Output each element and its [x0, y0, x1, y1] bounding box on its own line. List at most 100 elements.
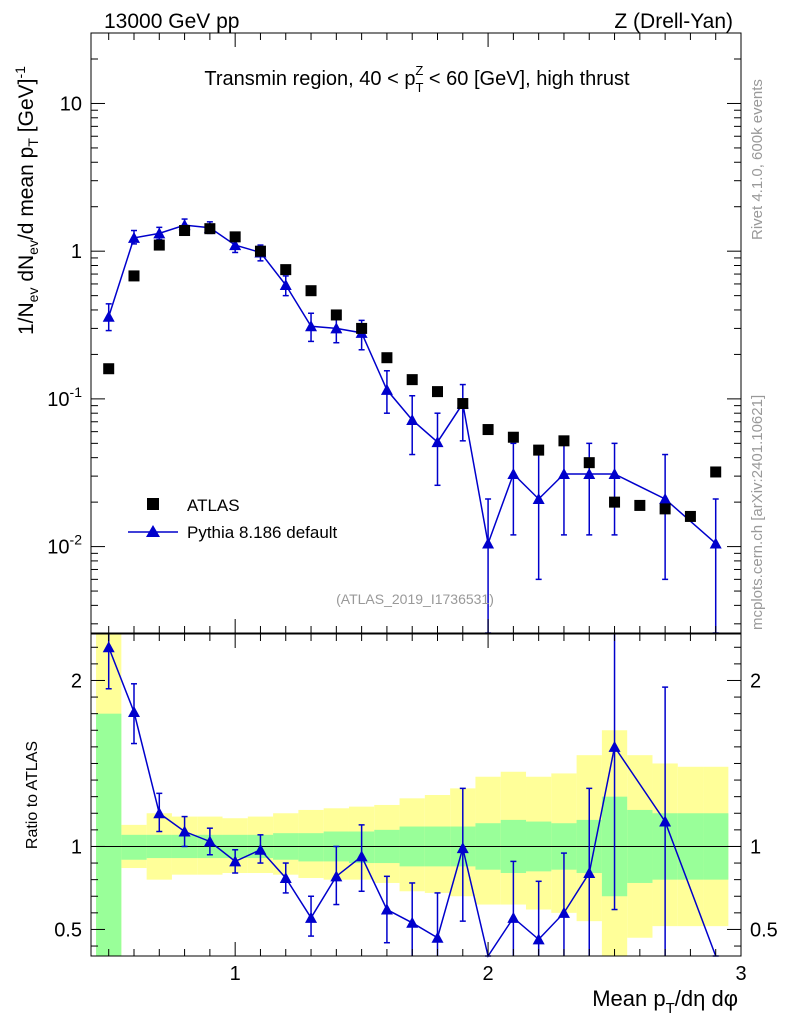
ratio-band-green — [121, 834, 147, 860]
plot-title: Transmin region, 40 < pTZ < 60 [GeV], hi… — [204, 63, 630, 95]
ratio-axis-ticks: 1 2 30.5 0.51 12 2 — [54, 634, 778, 985]
ratio-point — [203, 835, 216, 847]
atlas-point — [406, 374, 418, 386]
ratio-panel: 1 2 30.5 0.51 12 2 Ratio to ATLAS Mean pT/dη … — [24, 633, 778, 1017]
atlas-point — [128, 270, 140, 282]
mc-point — [659, 492, 672, 504]
ratio-point — [229, 855, 242, 867]
mc-point — [532, 492, 545, 504]
header-right: Z (Drell-Yan) — [614, 10, 733, 33]
rivet-label: Rivet 4.1.0, 600k events — [749, 79, 766, 240]
ratio-point — [557, 906, 570, 918]
main-ytick-label: 10 — [60, 93, 82, 115]
mc-point — [507, 468, 520, 480]
atlas-point — [103, 363, 115, 375]
atlas-point — [204, 223, 216, 235]
atlas-point — [533, 444, 545, 456]
ratio-xtick-label: 2 — [483, 963, 494, 985]
ratio-point — [178, 825, 191, 837]
main-ytick-label-base: 10 — [47, 537, 69, 559]
atlas-point — [659, 503, 671, 515]
mc-point — [127, 231, 140, 243]
atlas-point — [356, 322, 368, 334]
ratio-point — [456, 842, 469, 854]
main-ytick-label-exp: -2 — [70, 532, 83, 548]
legend-label-mc: Pythia 8.186 default — [187, 523, 338, 542]
mc-point — [583, 468, 596, 480]
legend-marker-mc — [146, 525, 160, 537]
mc-point — [380, 383, 393, 395]
main-ytick-label-base: 10 — [47, 389, 69, 411]
ratio-point — [127, 706, 140, 718]
main-ytick-label: 10-1 — [47, 384, 82, 411]
main-plot-area — [102, 218, 722, 634]
mc-series — [102, 218, 722, 634]
ratio-point — [355, 850, 368, 862]
ratio-xtick-label: 3 — [735, 963, 746, 985]
mc-point — [153, 227, 166, 239]
mc-point — [305, 320, 318, 332]
main-ylabel: 1/Nev dNev/d mean pT [GeV]-1 — [12, 66, 41, 335]
mc-point — [709, 537, 722, 549]
mc-point — [406, 413, 419, 425]
plot-title-sup: Z — [415, 63, 423, 78]
main-ytick-label: 1 — [71, 241, 82, 263]
ratio-point — [406, 916, 419, 928]
x-axis-label-sub: T — [666, 1000, 675, 1017]
legend: ATLAS Pythia 8.186 default — [128, 496, 338, 542]
ratio-ytick-label-right: 2 — [750, 670, 761, 692]
ratio-point — [102, 641, 115, 653]
ratio-point — [279, 871, 292, 883]
plot-title-post: < 60 [GeV], high thrust — [423, 68, 630, 90]
main-ytick-label-exp: -1 — [70, 384, 83, 400]
ratio-point — [507, 911, 520, 923]
ratio-point — [153, 807, 166, 819]
x-axis-label-post: /dη dφ — [675, 986, 738, 1011]
atlas-point — [330, 309, 342, 321]
ratio-point — [330, 870, 343, 882]
atlas-point — [254, 245, 266, 257]
mc-point — [279, 279, 292, 291]
atlas-point — [684, 510, 696, 522]
ratio-point — [608, 740, 621, 752]
ratio-point — [254, 843, 267, 855]
atlas-point — [558, 435, 570, 447]
main-ytick-label: 10-2 — [47, 532, 82, 559]
ratio-ytick-label: 0.5 — [54, 919, 82, 941]
header-left: 13000 GeV pp — [104, 10, 239, 33]
ratio-ytick-label: 2 — [71, 670, 82, 692]
main-frame — [90, 32, 742, 634]
atlas-point — [507, 431, 519, 443]
ratio-point — [431, 931, 444, 943]
mc-point — [557, 468, 570, 480]
ratio-point — [583, 867, 596, 879]
atlas-point — [153, 239, 165, 251]
atlas-point — [280, 264, 292, 276]
mc-point — [102, 310, 115, 322]
data-series — [103, 223, 722, 522]
ratio-ytick-label-right: 1 — [750, 836, 761, 858]
atlas-point — [381, 352, 393, 364]
ratio-ylabel: Ratio to ATLAS — [24, 741, 41, 849]
atlas-point — [710, 466, 722, 478]
atlas-point — [229, 231, 241, 243]
ratio-frame — [90, 633, 742, 957]
legend-label-atlas: ATLAS — [187, 496, 240, 515]
ratio-series — [102, 634, 719, 958]
ratio-band-green — [298, 833, 324, 862]
x-axis-label: Mean pT/dη dφ — [592, 986, 738, 1017]
plot-title-pre: Transmin region, 40 < p — [204, 68, 415, 90]
ratio-point — [380, 903, 393, 915]
atlas-point — [583, 457, 595, 469]
ratio-band-green — [96, 713, 122, 956]
atlas-point — [305, 285, 317, 297]
mc-point — [482, 537, 495, 549]
mcplots-label: mcplots.cern.ch [arXiv:2401.10621] — [749, 395, 766, 630]
ratio-point — [305, 911, 318, 923]
ratio-ytick-label: 1 — [71, 836, 82, 858]
ratio-ytick-label-right: 0.5 — [750, 919, 778, 941]
atlas-point — [609, 496, 621, 508]
x-axis-label-pre: Mean p — [592, 986, 665, 1011]
